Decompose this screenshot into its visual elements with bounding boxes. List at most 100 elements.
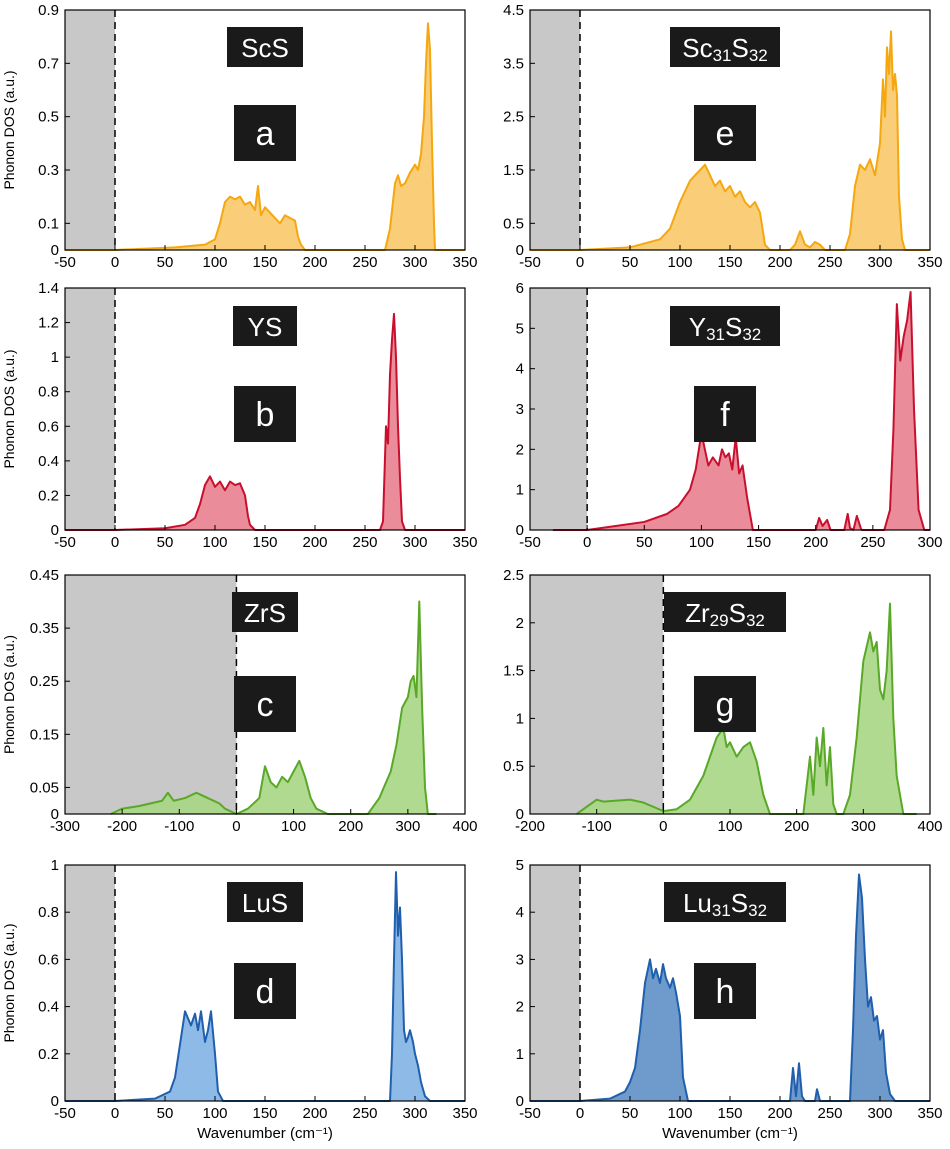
dos-area-e	[530, 30, 930, 251]
y-axis-label: Phonon DOS (a.u.)	[1, 70, 17, 189]
imaginary-region-h	[530, 865, 580, 1101]
x-tick-label: 0	[583, 534, 591, 551]
x-tick-label: 200	[767, 1105, 792, 1122]
compound-label-subscript: 29	[710, 611, 729, 630]
compound-label-text: Lu	[683, 888, 712, 918]
y-axis-label: Phonon DOS (a.u.)	[1, 635, 17, 754]
y-axis-label: Phonon DOS (a.u.)	[1, 349, 17, 468]
y-tick-label: 6	[516, 280, 524, 297]
compound-label: Lu31S32	[683, 888, 767, 920]
compound-label-subscript: 31	[713, 46, 732, 65]
x-tick-label: 0	[232, 818, 240, 835]
x-tick-label: 50	[157, 254, 174, 271]
x-tick-label: -200	[107, 818, 137, 835]
y-tick-label: 0.4	[38, 453, 59, 470]
x-tick-label: 300	[867, 1105, 892, 1122]
y-tick-label: 0.35	[30, 620, 59, 637]
panel-letter: f	[720, 396, 730, 434]
y-tick-label: 0.2	[38, 1046, 59, 1063]
compound-label-subscript: 32	[746, 611, 765, 630]
compound-label-box	[233, 306, 297, 346]
y-tick-label: 1	[51, 349, 59, 366]
panel-letter: e	[716, 115, 735, 153]
compound-label-text: S	[725, 312, 742, 342]
x-tick-label: 200	[302, 254, 327, 271]
y-tick-label: 1.4	[38, 280, 59, 297]
y-tick-label: 5	[516, 857, 524, 874]
compound-label-text: S	[729, 598, 746, 628]
x-tick-label: 150	[746, 534, 771, 551]
x-tick-label: 350	[452, 534, 477, 551]
compound-label-text: Sc	[682, 33, 712, 63]
compound-label: YS	[248, 312, 283, 342]
y-tick-label: 2	[516, 999, 524, 1016]
y-tick-label: 0.7	[38, 55, 59, 72]
x-tick-label: 250	[817, 254, 842, 271]
x-tick-label: 0	[576, 1105, 584, 1122]
x-tick-label: 100	[667, 254, 692, 271]
y-tick-label: 0.5	[38, 109, 59, 126]
y-tick-label: 2	[516, 441, 524, 458]
y-tick-label: 1.2	[38, 315, 59, 332]
x-tick-label: 150	[252, 534, 277, 551]
compound-label-text: ZrS	[244, 598, 286, 628]
x-tick-label: 300	[402, 534, 427, 551]
x-tick-label: 350	[452, 254, 477, 271]
x-tick-label: 100	[202, 1105, 227, 1122]
x-tick-label: -300	[50, 818, 80, 835]
x-tick-label: -200	[515, 818, 545, 835]
compound-label-box	[670, 27, 780, 67]
y-tick-label: 0	[51, 522, 59, 539]
panel-letter: h	[716, 973, 735, 1011]
y-tick-label: 1.5	[503, 162, 524, 179]
x-tick-label: 300	[867, 254, 892, 271]
x-tick-label: -50	[519, 1105, 541, 1122]
panel-letter-box	[234, 105, 296, 161]
y-tick-label: 2.5	[503, 567, 524, 584]
x-tick-label: 300	[917, 534, 942, 551]
panel-b: -50 0 50 100 150 200 250 300 35000.20.40.60.811.…	[1, 280, 478, 551]
panel-d: -50 0 50 100 150 200 250 300 35000.20.40.60.81Ph…	[1, 857, 478, 1142]
y-tick-label: 0.5	[503, 215, 524, 232]
panel-letter: c	[257, 686, 274, 724]
y-tick-label: 0	[51, 242, 59, 259]
compound-label-subscript: 32	[748, 901, 767, 920]
x-tick-label: -50	[519, 534, 541, 551]
compound-label: Sc31S32	[682, 33, 768, 65]
y-tick-label: 0.45	[30, 567, 59, 584]
x-tick-label: 200	[767, 254, 792, 271]
x-tick-label: 300	[402, 254, 427, 271]
panel-letter-box	[694, 676, 756, 732]
y-tick-label: 3	[516, 951, 524, 968]
dos-area-c	[110, 600, 437, 815]
y-tick-label: 5	[516, 320, 524, 337]
y-tick-label: 4	[516, 904, 524, 921]
x-tick-label: -50	[54, 534, 76, 551]
x-tick-label: -50	[519, 254, 541, 271]
y-tick-label: 0.8	[38, 904, 59, 921]
y-axis-label: Phonon DOS (a.u.)	[1, 923, 17, 1042]
x-tick-label: 200	[784, 818, 809, 835]
dos-area-h	[530, 873, 930, 1102]
y-tick-label: 4.5	[503, 2, 524, 19]
x-tick-label: 300	[851, 818, 876, 835]
panel-letter: b	[256, 396, 275, 434]
x-tick-label: 100	[667, 1105, 692, 1122]
x-tick-label: 250	[817, 1105, 842, 1122]
y-tick-label: 1	[516, 482, 524, 499]
compound-label: ScS	[241, 33, 289, 63]
plot-frame-c	[64, 574, 466, 815]
x-tick-label: 0	[576, 254, 584, 271]
x-tick-label: 100	[717, 818, 742, 835]
panel-letter: a	[256, 115, 275, 153]
x-tick-label: 0	[111, 1105, 119, 1122]
compound-label-text: S	[731, 888, 748, 918]
x-tick-label: 400	[452, 818, 477, 835]
y-tick-label: 0	[516, 522, 524, 539]
x-tick-label: -100	[164, 818, 194, 835]
y-tick-label: 0.3	[38, 162, 59, 179]
y-tick-label: 0	[516, 242, 524, 259]
y-tick-label: 1.5	[503, 663, 524, 680]
